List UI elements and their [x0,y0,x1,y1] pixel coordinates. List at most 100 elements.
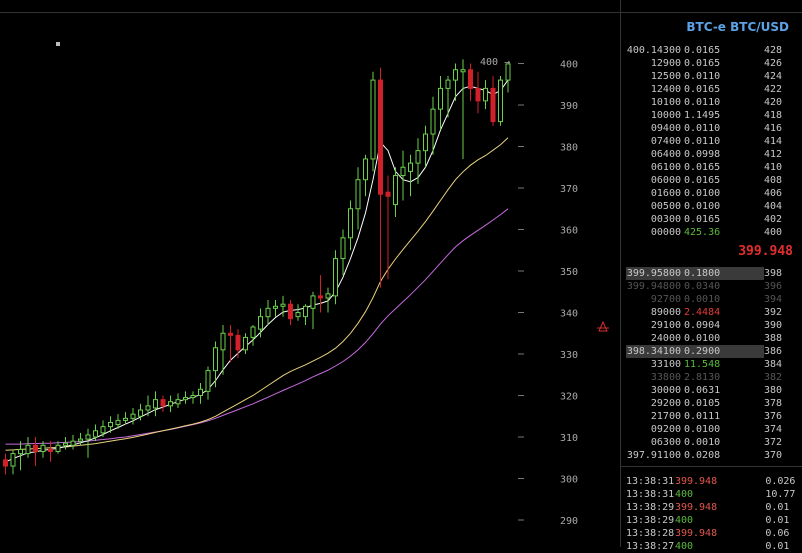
order-row[interactable]: 399.95800 0.1800 398 [626,267,801,280]
order-row[interactable]: 01600 0.0100 406 [626,187,801,200]
candle[interactable] [505,63,511,93]
candle[interactable] [318,275,323,313]
candle[interactable] [348,200,353,251]
candle[interactable] [378,67,383,288]
candle[interactable] [18,441,23,471]
price-chart[interactable]: 290 300 310 320 330 340 350 360 370 380 390 400 400… [0,0,620,547]
candle[interactable] [130,407,136,425]
candle[interactable] [205,366,211,400]
candle[interactable] [70,434,76,450]
candle[interactable] [468,63,473,101]
candle[interactable] [183,391,188,404]
order-row[interactable]: 30000 0.0631 380 [626,384,801,397]
order-row[interactable]: 33100 11.548 384 [626,358,801,371]
candle[interactable] [48,441,53,462]
candle[interactable] [415,138,421,184]
candle[interactable] [145,395,151,417]
candle[interactable] [168,395,173,413]
order-row[interactable]: 10100 0.0110 420 [626,96,801,109]
order-row[interactable]: 29100 0.0904 390 [626,319,801,332]
candle[interactable] [243,333,248,354]
order-row[interactable]: 12400 0.0165 422 [626,83,801,96]
candle[interactable] [153,391,158,417]
candle[interactable] [370,71,376,172]
candlestick-chart-svg[interactable]: 290 300 310 320 330 340 350 360 370 380 390 400 400… [0,0,620,547]
candle[interactable] [213,341,218,388]
candle[interactable] [280,295,286,317]
candle[interactable] [40,441,46,458]
candle[interactable] [460,59,466,159]
candle[interactable] [393,167,398,218]
order-row[interactable]: 29200 0.0105 378 [626,397,801,410]
order-row[interactable]: 09200 0.0100 374 [626,423,801,436]
candle[interactable] [108,416,113,433]
candle[interactable] [445,75,451,118]
bell-alert-icon[interactable] [597,320,609,332]
order-row[interactable]: 33800 2.8130 382 [626,371,801,384]
order-row[interactable]: 398.34100 0.2900 386 [626,345,801,358]
candle[interactable] [490,75,496,126]
order-row[interactable]: 00300 0.0165 402 [626,213,801,226]
candle[interactable] [3,453,8,475]
candle[interactable] [265,300,271,325]
candle[interactable] [25,437,31,458]
order-row[interactable]: 09400 0.0110 416 [626,122,801,135]
order-row[interactable]: 06000 0.0165 408 [626,174,801,187]
candle[interactable] [303,304,308,325]
order-row[interactable]: 00000 425.36 400 [626,226,801,239]
candle[interactable] [100,420,106,437]
candle[interactable] [258,308,263,338]
candle[interactable] [453,63,458,101]
candle[interactable] [325,287,331,313]
candle[interactable] [78,432,83,446]
candle[interactable] [220,324,226,375]
order-row[interactable]: 06400 0.0998 412 [626,148,801,161]
candle[interactable] [115,414,121,429]
candle[interactable] [288,300,293,325]
order-row[interactable]: 07400 0.0110 414 [626,135,801,148]
candle[interactable] [385,175,391,280]
order-row[interactable]: 89000 2.4484 392 [626,306,801,319]
candle[interactable] [310,291,316,330]
candle[interactable] [175,393,181,408]
order-row[interactable]: 92700 0.0010 394 [626,293,801,306]
candle[interactable] [423,125,428,168]
candle[interactable] [250,324,256,346]
candle[interactable] [333,250,338,305]
candle[interactable] [160,395,166,413]
order-row[interactable]: 400.14300 0.0165 428 [626,44,801,57]
candle[interactable] [190,391,196,404]
candle[interactable] [475,71,481,114]
candle[interactable] [85,428,91,458]
candle[interactable] [355,167,361,230]
order-row[interactable]: 397.91100 0.0208 370 [626,449,801,462]
candle[interactable] [123,412,128,425]
candle[interactable] [400,150,406,201]
order-row[interactable]: 24000 0.0100 388 [626,332,801,345]
order-row[interactable]: 06300 0.0010 372 [626,436,801,449]
order-row[interactable]: 21700 0.0111 376 [626,410,801,423]
candle[interactable] [228,324,233,363]
candle[interactable] [483,80,488,110]
candle[interactable] [138,403,143,421]
candle[interactable] [363,154,368,197]
candle[interactable] [498,75,503,126]
order-row[interactable]: 00500 0.0100 404 [626,200,801,213]
candle[interactable] [430,96,436,155]
order-row[interactable]: 06100 0.0165 410 [626,161,801,174]
order-row[interactable]: 10000 1.1495 418 [626,109,801,122]
candle[interactable] [63,437,68,450]
candle[interactable] [408,154,413,197]
order-row[interactable]: 12500 0.0110 424 [626,70,801,83]
candle[interactable] [198,383,203,404]
candle[interactable] [235,329,241,359]
candle[interactable] [10,449,16,475]
candle[interactable] [55,441,61,454]
candle[interactable] [438,75,443,130]
order-row[interactable]: 12900 0.0165 426 [626,57,801,70]
order-row[interactable]: 399.94800 0.0340 396 [626,280,801,293]
candle[interactable] [340,229,346,276]
candle[interactable] [295,304,301,321]
candle[interactable] [33,437,38,467]
candle[interactable] [273,300,278,317]
